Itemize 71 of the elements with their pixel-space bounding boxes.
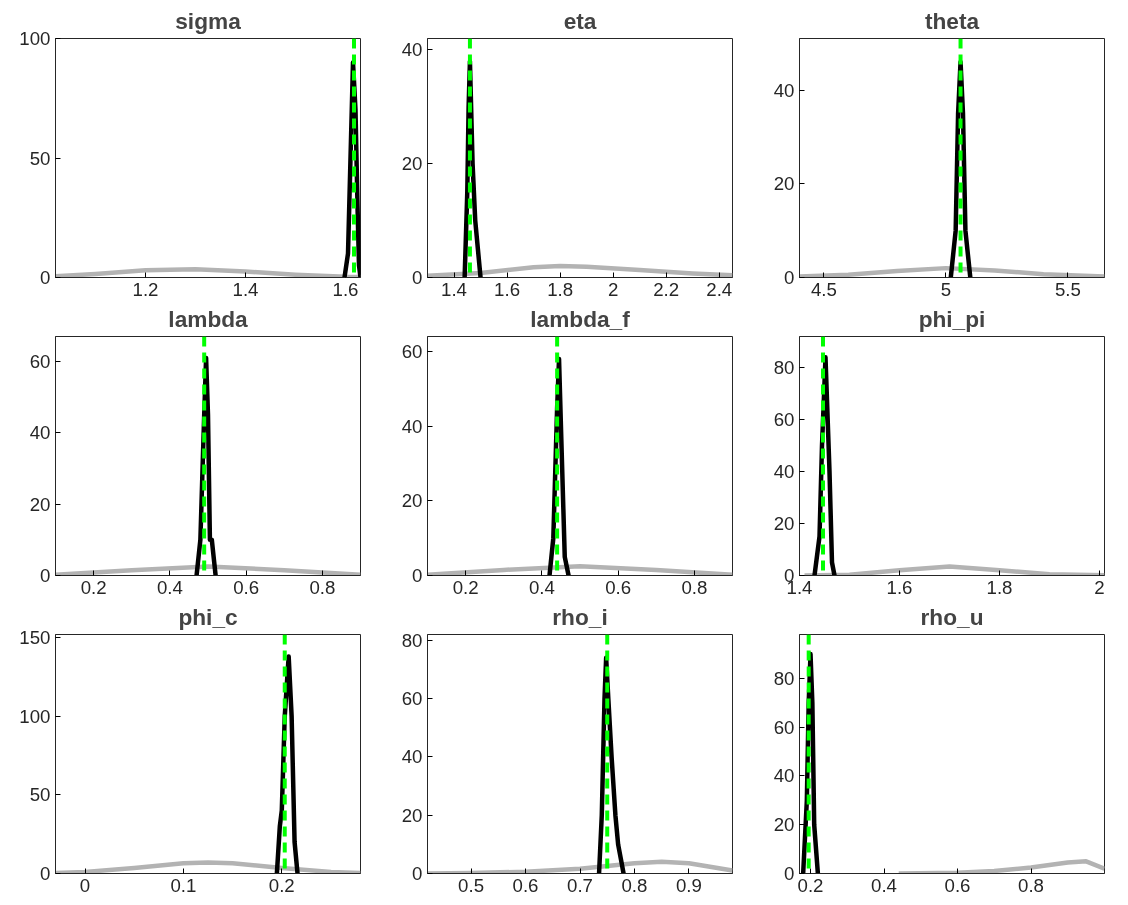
x-tick-label: 0.8 xyxy=(1018,874,1044,896)
x-tick-label: 4.5 xyxy=(810,278,837,300)
x-tick-label: 0.6 xyxy=(605,576,632,598)
x-tick-label: 1.6 xyxy=(494,278,521,300)
y-tick-label: 60 xyxy=(29,350,51,372)
x-tick-label: 1.8 xyxy=(986,576,1013,598)
y-tick-label: 60 xyxy=(773,409,795,431)
x-tick-label: 0.5 xyxy=(458,874,485,896)
y-tick-label: 60 xyxy=(401,688,423,710)
y-tick-label: 80 xyxy=(773,667,795,689)
x-tick-label: 0.6 xyxy=(233,576,260,598)
x-tick-label: 0.1 xyxy=(170,874,197,896)
x-tick-label: 1.6 xyxy=(886,576,913,598)
x-tick-label: 0.4 xyxy=(528,576,555,598)
y-tick-label: 50 xyxy=(29,784,51,806)
y-tick-label: 20 xyxy=(401,153,423,175)
y-tick-label: 20 xyxy=(401,804,423,826)
y-tick-label: 60 xyxy=(401,340,423,362)
x-tick-label: 0.2 xyxy=(80,576,107,598)
y-tick-label: 20 xyxy=(773,814,795,836)
x-tick-label: 2 xyxy=(607,278,619,300)
x-tick-label: 0.8 xyxy=(309,576,336,598)
x-tick-label: 0.4 xyxy=(156,576,183,598)
chart-title: rho_i xyxy=(552,603,608,630)
chart-title: lambda_f xyxy=(530,305,631,332)
x-tick-label: 0.2 xyxy=(452,576,479,598)
y-tick-label: 100 xyxy=(19,28,51,49)
x-tick-label: 0.6 xyxy=(944,874,971,896)
chart-title: sigma xyxy=(175,7,242,34)
y-tick-label: 40 xyxy=(773,461,795,483)
y-tick-label: 60 xyxy=(773,716,795,738)
x-tick-label: 1.8 xyxy=(547,278,574,300)
x-tick-label: 0.9 xyxy=(675,874,702,896)
x-tick-label: 2 xyxy=(1094,576,1105,598)
y-tick-label: 50 xyxy=(29,147,51,169)
chart-title: eta xyxy=(563,7,597,34)
x-tick-label: 2.2 xyxy=(653,278,680,300)
x-tick-label: 1.4 xyxy=(232,278,259,300)
y-tick-label: 20 xyxy=(29,493,51,515)
y-tick-label: 20 xyxy=(773,173,795,195)
x-tick-label: 2.4 xyxy=(706,278,733,300)
y-tick-label: 100 xyxy=(19,705,51,727)
x-tick-label: 0.8 xyxy=(621,874,648,896)
chart-title: lambda xyxy=(168,305,249,332)
chart-title: theta xyxy=(924,7,980,34)
y-tick-label: 40 xyxy=(401,415,423,437)
x-tick-label: 0.4 xyxy=(871,874,897,896)
x-tick-label: 5 xyxy=(940,278,952,300)
y-tick-label: 40 xyxy=(401,39,423,61)
x-tick-label: 1.4 xyxy=(441,278,467,300)
chart-title: rho_u xyxy=(920,603,984,630)
x-tick-label: 0.2 xyxy=(268,874,295,896)
y-tick-label: 40 xyxy=(401,746,423,768)
x-tick-label: 0.8 xyxy=(681,576,708,598)
x-tick-label: 1.6 xyxy=(332,278,359,300)
x-tick-label: 0.2 xyxy=(797,874,824,896)
y-tick-label: 40 xyxy=(773,79,795,101)
y-tick-label: 20 xyxy=(401,490,423,512)
chart-title: phi_c xyxy=(178,603,238,630)
x-tick-label: 0.6 xyxy=(512,874,539,896)
chart-title: phi_pi xyxy=(918,305,986,332)
y-tick-label: 80 xyxy=(773,357,795,379)
x-tick-label: 5.5 xyxy=(1054,278,1081,300)
y-tick-label: 20 xyxy=(773,513,795,535)
y-tick-label: 40 xyxy=(773,765,795,787)
y-tick-label: 80 xyxy=(401,629,423,651)
x-tick-label: 0 xyxy=(79,874,91,896)
x-tick-label: 1.2 xyxy=(132,278,159,300)
x-tick-label: 0.7 xyxy=(567,874,593,896)
y-tick-label: 40 xyxy=(29,422,51,444)
y-tick-label: 150 xyxy=(19,627,51,649)
